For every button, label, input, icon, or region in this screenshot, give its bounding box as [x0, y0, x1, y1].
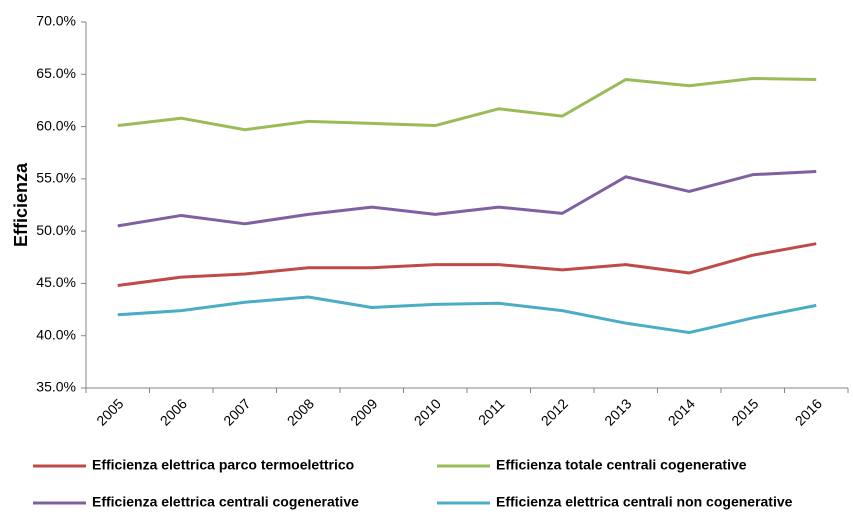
x-tick-label: 2009	[347, 395, 380, 428]
x-tick-label: 2006	[157, 395, 190, 428]
x-tick-label: 2015	[728, 395, 761, 428]
y-tick-label: 35.0%	[36, 379, 76, 395]
legend-label: Efficienza elettrica centrali cogenerati…	[92, 494, 359, 510]
legend-label: Efficienza elettrica centrali non cogene…	[496, 494, 793, 510]
series-line	[117, 170, 817, 228]
y-tick-label: 60.0%	[36, 117, 76, 133]
x-tick-label: 2011	[475, 395, 508, 428]
x-tick-label: 2008	[284, 395, 317, 428]
x-tick-label: 2012	[538, 395, 571, 428]
y-tick-label: 55.0%	[36, 170, 76, 186]
legend-label: Efficienza totale centrali cogenerative	[496, 457, 747, 473]
x-tick-label: 2016	[792, 395, 825, 428]
x-tick-label: 2007	[220, 395, 253, 428]
y-tick-label: 70.0%	[36, 13, 76, 29]
series-line	[117, 242, 817, 288]
x-tick-label: 2013	[601, 395, 634, 428]
x-tick-label: 2014	[665, 395, 698, 428]
x-tick-label: 2010	[411, 395, 444, 428]
legend-label: Efficienza elettrica parco termoelettric…	[92, 457, 354, 473]
y-tick-label: 50.0%	[36, 222, 76, 238]
series-line	[117, 76, 817, 132]
y-tick-label: 45.0%	[36, 274, 76, 290]
y-tick-label: 40.0%	[36, 326, 76, 342]
y-tick-label: 65.0%	[36, 65, 76, 81]
x-tick-label: 2005	[93, 395, 126, 428]
y-axis-label: Efficienza	[11, 162, 31, 247]
series-line	[117, 295, 817, 335]
